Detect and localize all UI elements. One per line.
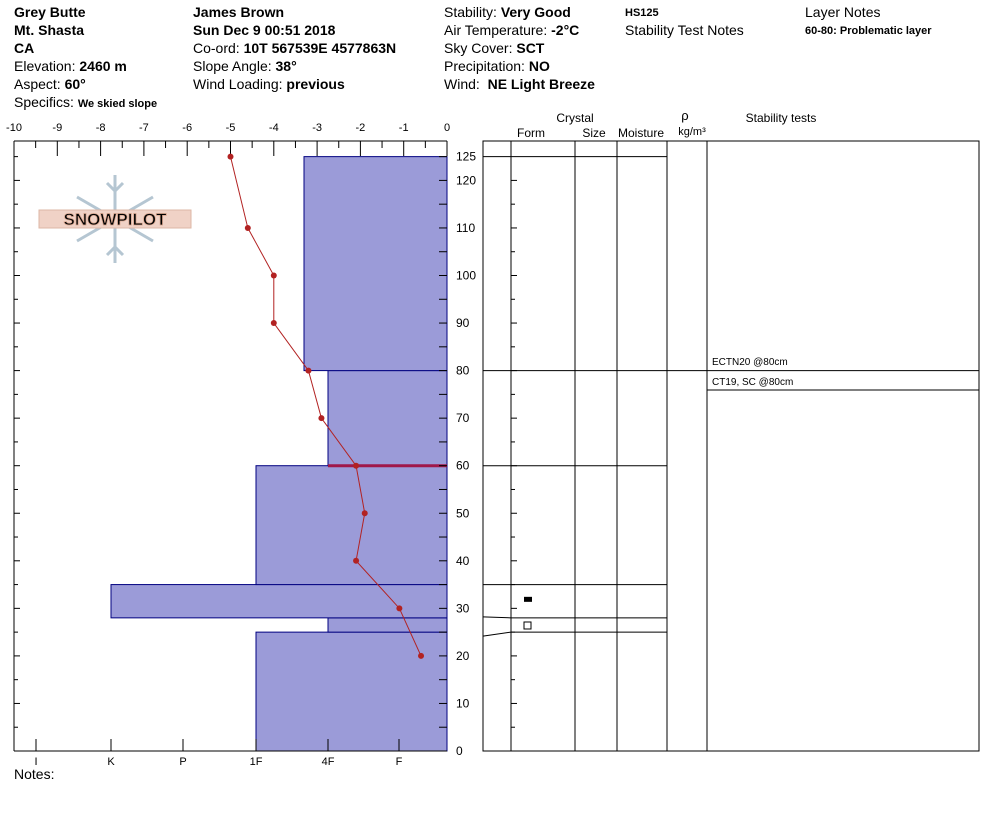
height-tick-label: 125 (456, 150, 476, 164)
hardness-tick-label: 4F (322, 756, 335, 768)
notes-label: Notes: (14, 766, 55, 782)
layer-boundary-connector (482, 616, 512, 619)
hardness-layer-bar (303, 156, 448, 372)
air-temperature: Air Temperature: -2°C (444, 22, 580, 38)
stability-test-label: CT19, SC @80cm (712, 377, 793, 388)
height-tick-label: 120 (456, 173, 476, 187)
height-tick-label: 110 (456, 221, 475, 235)
density-unit: kg/m³ (678, 126, 706, 138)
location-name: Grey Butte (14, 4, 86, 20)
hardness-tick-label: P (179, 756, 186, 768)
layer-note-item: 60-80: Problematic layer (805, 25, 932, 37)
temp-tick-label: -8 (96, 122, 106, 134)
wind-loading: Wind Loading: previous (193, 76, 345, 92)
temp-tick-label: -7 (139, 122, 149, 134)
table-frame (482, 140, 980, 752)
temperature-point (270, 320, 277, 327)
observer-name: James Brown (193, 4, 285, 20)
layer-notes-title: Layer Notes (805, 4, 881, 20)
crystal-symbol-open (523, 621, 532, 630)
height-tick-label: 10 (456, 696, 470, 710)
temperature-point (270, 272, 277, 279)
specifics: Specifics: We skied slope (14, 94, 158, 110)
temperature-point (244, 224, 251, 231)
height-tick-label: 100 (456, 269, 476, 283)
sky-cover: Sky Cover: SCT (444, 40, 545, 56)
hardness-layer-bar (255, 465, 448, 586)
temperature-point (305, 367, 312, 374)
svg-text:SNOWPILOT: SNOWPILOT (64, 210, 168, 229)
aspect: Aspect: 60° (14, 76, 86, 92)
height-tick-label: 70 (456, 411, 470, 425)
stability-test-notes-label: Stability Test Notes (625, 22, 744, 38)
temperature-point (353, 557, 360, 564)
temp-tick-label: 0 (444, 122, 450, 134)
hardness-tick-label: K (107, 756, 115, 768)
observation-datetime: Sun Dec 9 00:51 2018 (193, 22, 336, 38)
height-tick-label: 50 (456, 506, 470, 520)
height-tick-label: 80 (456, 364, 470, 378)
crystal-symbol-filled (524, 596, 532, 602)
hardness-layer-bar (255, 631, 448, 752)
hardness-layer-bar (327, 617, 448, 633)
mountain-range: Mt. Shasta (14, 22, 85, 38)
height-tick-label: 20 (456, 649, 470, 663)
height-tick-label: 90 (456, 316, 470, 330)
crystal-header: Crystal (556, 111, 593, 125)
temperature-point (361, 510, 368, 517)
hardness-layer-bar (327, 370, 448, 467)
layer-boundary-connector (482, 631, 512, 637)
coordinates: Co-ord: 10T 567539E 4577863N (193, 40, 397, 56)
temperature-point (318, 415, 325, 422)
temperature-point (418, 652, 425, 659)
height-tick-label: 40 (456, 554, 470, 568)
temp-tick-label: -5 (226, 122, 236, 134)
form-header: Form (517, 126, 545, 140)
temperature-point (396, 605, 403, 612)
temp-tick-label: -1 (399, 122, 409, 134)
temp-tick-label: -2 (356, 122, 366, 134)
stability: Stability: Very Good (444, 4, 571, 20)
stability-test-label: ECTN20 @80cm (712, 357, 788, 368)
slope-angle: Slope Angle: 38° (193, 58, 297, 74)
height-tick-label: 30 (456, 601, 470, 615)
temp-tick-label: -4 (269, 122, 279, 134)
moisture-header: Moisture (618, 126, 664, 140)
wind: Wind: NE Light Breeze (444, 76, 595, 92)
height-tick-label: 60 (456, 459, 470, 473)
size-header: Size (582, 126, 606, 140)
temp-tick-label: -3 (312, 122, 322, 134)
temp-tick-label: -9 (52, 122, 62, 134)
temperature-point (353, 462, 360, 469)
height-tick-label: 0 (456, 744, 463, 758)
hardness-tick-label: F (396, 756, 403, 768)
density-symbol: ρ (681, 108, 688, 123)
temperature-point (227, 153, 234, 160)
snowpilot-logo: SNOWPILOT (38, 175, 192, 263)
temp-tick-label: -10 (6, 122, 22, 134)
temp-tick-label: -6 (182, 122, 192, 134)
hs-value: HS125 (625, 7, 659, 19)
stability-tests-header: Stability tests (746, 111, 817, 125)
state: CA (14, 40, 35, 56)
elevation: Elevation: 2460 m (14, 58, 127, 74)
hardness-tick-label: I (34, 756, 37, 768)
hardness-tick-label: 1F (250, 756, 263, 768)
hardness-layer-bar (110, 584, 448, 619)
precipitation: Precipitation: NO (444, 58, 550, 74)
